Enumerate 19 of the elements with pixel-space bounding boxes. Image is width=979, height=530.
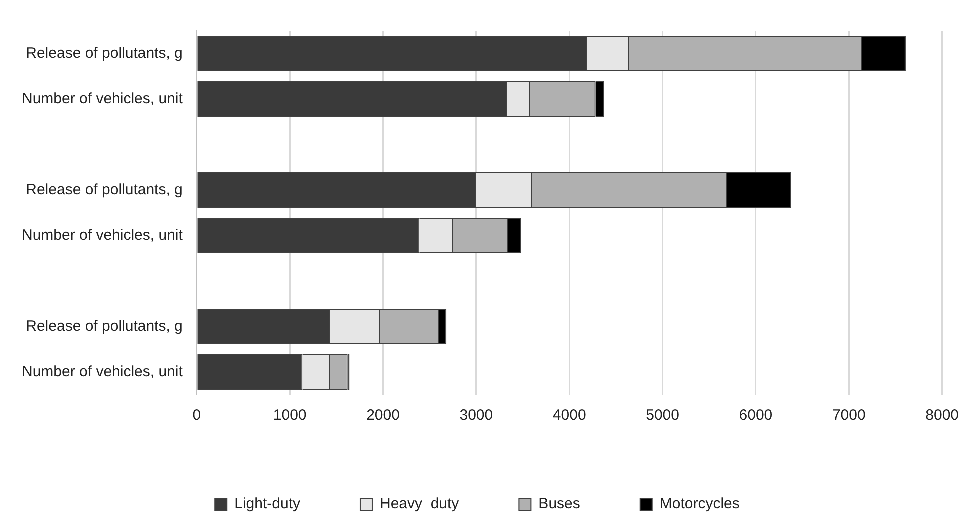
- x-tick-label: 8000: [926, 407, 960, 424]
- legend-label: Buses: [538, 496, 580, 513]
- x-tick-label: 6000: [739, 407, 773, 424]
- x-tick-label: 2000: [366, 407, 400, 424]
- y-tick-label: Number of vehicles, unit: [22, 90, 184, 108]
- y-tick-label: Number of vehicles, unit: [22, 226, 184, 244]
- x-tick-label: 7000: [832, 407, 866, 424]
- legend-label: Light-duty: [234, 496, 301, 513]
- x-tick-label: 3000: [460, 407, 494, 424]
- x-tick-label: 0: [192, 407, 202, 424]
- y-tick-label: Release of pollutants, g: [26, 318, 183, 335]
- legend-label: Heavy duty: [380, 496, 460, 513]
- y-tick-label: Number of vehicles, unit: [22, 363, 184, 380]
- legend-label: Motorcycles: [660, 496, 740, 513]
- x-tick-label: 1000: [273, 407, 307, 424]
- y-tick-label: Release of pollutants, g: [26, 181, 183, 198]
- x-tick-label: 4000: [552, 407, 586, 424]
- x-tick-label: 5000: [646, 407, 680, 424]
- y-tick-label: Release of pollutants, g: [26, 44, 183, 62]
